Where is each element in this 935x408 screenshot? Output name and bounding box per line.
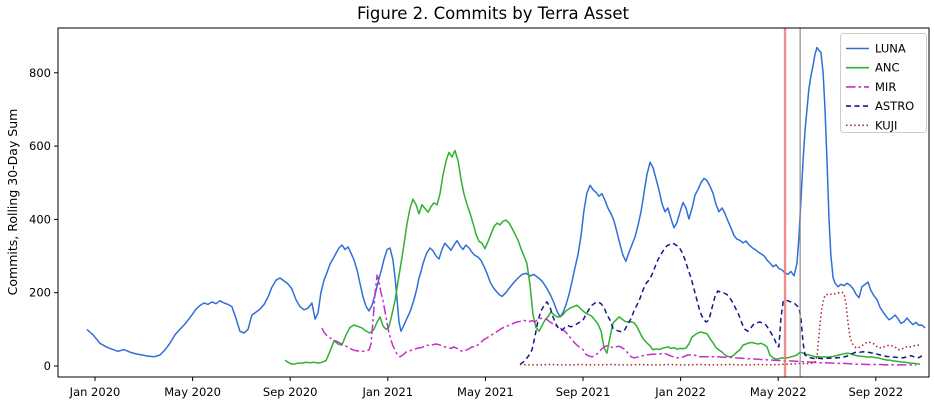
y-tick-label: 200: [29, 286, 51, 300]
legend: LUNA ANC MIR ASTRO KUJI: [840, 33, 927, 133]
y-axis-label: Commits, Rolling 30-Day Sum: [5, 109, 20, 296]
legend-box: [840, 33, 927, 133]
series-line-astro: [519, 242, 923, 365]
series-line-mir: [321, 274, 917, 366]
chart-title: Figure 2. Commits by Terra Asset: [357, 4, 629, 23]
x-tick-label: Sep 2021: [556, 385, 611, 399]
event-lines-layer: [783, 28, 801, 377]
series-line-anc: [284, 149, 921, 365]
legend-label-astro: ASTRO: [875, 99, 914, 113]
x-tick-label: May 2021: [457, 385, 514, 399]
x-tick-label: May 2020: [164, 385, 221, 399]
x-tick-label: Jan 2021: [361, 385, 413, 399]
axis-ticks-layer: Jan 2020 May 2020 Sep 2020 Jan 2021 May 2021…: [29, 66, 903, 399]
series-line-luna: [86, 46, 926, 358]
legend-label-kuji: KUJI: [875, 118, 897, 132]
x-tick-label: Jan 2020: [69, 385, 121, 399]
series-line-kuji: [519, 291, 921, 366]
legend-label-mir: MIR: [875, 80, 896, 94]
y-tick-label: 800: [29, 66, 51, 80]
legend-label-anc: ANC: [875, 61, 900, 75]
x-tick-label: Jan 2022: [654, 385, 706, 399]
y-tick-label: 400: [29, 212, 51, 226]
legend-label-luna: LUNA: [875, 42, 906, 56]
x-tick-label: May 2022: [750, 385, 807, 399]
x-tick-label: Sep 2022: [848, 385, 903, 399]
y-tick-label: 600: [29, 139, 51, 153]
plot-border: [57, 27, 930, 378]
series-layer: [86, 46, 926, 366]
x-tick-label: Sep 2020: [263, 385, 318, 399]
y-tick-label: 0: [44, 359, 51, 373]
